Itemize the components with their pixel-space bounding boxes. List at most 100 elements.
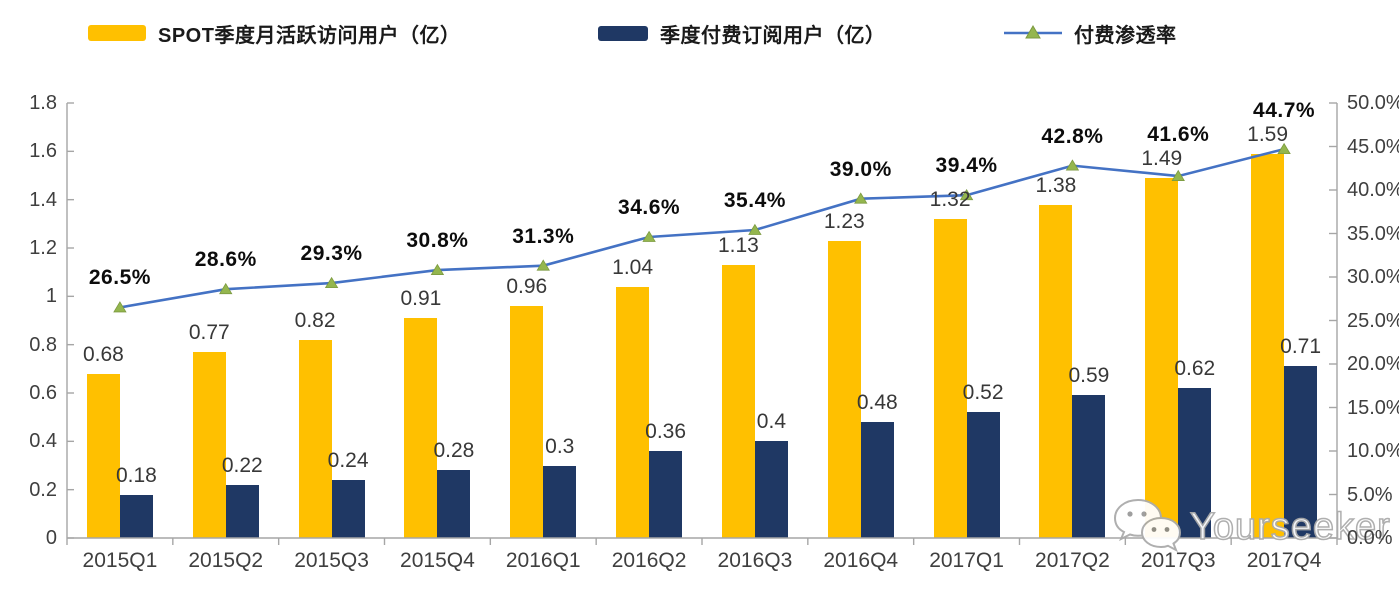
mau-bar bbox=[404, 318, 438, 538]
legend-item-penetration: 付费渗透率 bbox=[1004, 16, 1177, 50]
watermark-text: Yourseeker bbox=[1189, 505, 1391, 549]
penetration-marker bbox=[959, 188, 974, 201]
subs-value-label: 0.4 bbox=[756, 410, 787, 434]
right-axis-tick-label: 45.0% bbox=[1347, 135, 1399, 158]
subs-bar bbox=[225, 484, 259, 538]
wechat-bubbles-icon bbox=[1113, 498, 1182, 553]
subs-legend-label: 季度付费订阅用户（亿） bbox=[660, 24, 886, 47]
category-label: 2015Q1 bbox=[82, 549, 158, 572]
right-axis-tick-label: 20.0% bbox=[1347, 353, 1399, 375]
mau-bar bbox=[827, 240, 861, 538]
category-label: 2015Q4 bbox=[400, 549, 475, 572]
penetration-line bbox=[119, 147, 1285, 309]
mau-bar bbox=[192, 351, 226, 538]
right-axis-tick-label: 5.0% bbox=[1347, 483, 1393, 506]
penetration-value-label: 28.6% bbox=[194, 248, 257, 272]
mau-bar bbox=[1145, 177, 1179, 538]
category-label: 2017Q1 bbox=[929, 549, 1004, 572]
category-label: 2016Q3 bbox=[717, 549, 793, 572]
left-axis-tick-label: 1.2 bbox=[29, 237, 57, 259]
penetration-value-label: 31.3% bbox=[512, 224, 575, 248]
penetration-marker bbox=[219, 282, 233, 295]
mau-value-label: 0.82 bbox=[294, 308, 336, 332]
penetration-marker bbox=[748, 223, 762, 235]
mau-bar bbox=[298, 339, 332, 538]
subs-bar bbox=[966, 412, 1000, 538]
penetration-value-label: 29.3% bbox=[300, 242, 363, 266]
mau-value-label: 0.77 bbox=[188, 320, 230, 344]
subs-bar bbox=[1284, 366, 1318, 538]
penetration-value-label: 30.8% bbox=[406, 229, 469, 253]
mau-value-label: 0.91 bbox=[400, 287, 442, 311]
penetration-marker bbox=[536, 259, 550, 271]
mau-legend-swatch bbox=[88, 25, 146, 41]
mau-value-label: 1.13 bbox=[717, 233, 759, 257]
subs-value-label: 0.18 bbox=[115, 463, 157, 487]
penetration-value-label: 35.4% bbox=[723, 189, 786, 213]
mau-bar bbox=[86, 373, 120, 538]
legend-item-mau: SPOT季度月活跃访问用户（亿） bbox=[88, 16, 460, 50]
left-axis-tick-label: 0.8 bbox=[29, 333, 57, 356]
mau-value-label: 1.32 bbox=[929, 188, 971, 211]
right-axis-tick-label: 50.0% bbox=[1347, 92, 1399, 114]
mau-value-label: 0.68 bbox=[82, 342, 124, 366]
subs-bar bbox=[860, 422, 894, 538]
category-label: 2016Q2 bbox=[611, 549, 687, 572]
subs-value-label: 0.52 bbox=[962, 381, 1004, 405]
subs-value-label: 0.3 bbox=[545, 434, 575, 458]
category-label: 2016Q1 bbox=[505, 549, 581, 572]
penetration-marker bbox=[113, 301, 127, 313]
category-label: 2015Q3 bbox=[294, 549, 369, 572]
penetration-value-label: 34.6% bbox=[618, 195, 681, 219]
right-axis-tick-label: 0.0% bbox=[1347, 527, 1393, 549]
penetration-marker bbox=[430, 263, 445, 275]
legend-item-subs: 季度付费订阅用户（亿） bbox=[598, 16, 886, 50]
left-axis-tick-label: 0.4 bbox=[29, 430, 57, 453]
penetration-value-label: 26.5% bbox=[88, 266, 151, 290]
line-marker-icon bbox=[1004, 25, 1062, 39]
mau-value-label: 1.49 bbox=[1141, 146, 1183, 170]
mau-value-label: 1.38 bbox=[1035, 173, 1077, 197]
penetration-value-label: 42.8% bbox=[1041, 124, 1104, 148]
subs-bar bbox=[437, 470, 471, 538]
left-axis-tick-label: 1 bbox=[45, 285, 57, 308]
penetration-marker bbox=[1171, 169, 1185, 181]
subs-value-label: 0.48 bbox=[856, 391, 898, 414]
penetration-legend-label: 付费渗透率 bbox=[1074, 24, 1177, 47]
subs-bar bbox=[119, 494, 153, 538]
penetration-marker bbox=[1277, 142, 1291, 155]
penetration-value-label: 44.7% bbox=[1253, 98, 1316, 122]
mau-bar bbox=[616, 286, 650, 538]
mau-bar bbox=[1039, 204, 1073, 538]
subs-value-label: 0.24 bbox=[327, 449, 369, 472]
subs-bar bbox=[649, 451, 683, 538]
right-axis-tick-label: 35.0% bbox=[1347, 222, 1399, 245]
left-axis-tick-label: 1.8 bbox=[29, 92, 57, 114]
mau-bar bbox=[1251, 153, 1285, 538]
category-label: 2016Q4 bbox=[823, 549, 899, 572]
mau-bar bbox=[510, 306, 544, 538]
subs-bar bbox=[331, 480, 365, 538]
penetration-value-label: 41.6% bbox=[1147, 122, 1210, 146]
subs-value-label: 0.36 bbox=[645, 420, 687, 443]
category-label: 2017Q3 bbox=[1140, 549, 1216, 572]
penetration-marker bbox=[642, 230, 656, 242]
mau-value-label: 1.04 bbox=[612, 255, 654, 279]
category-label: 2017Q2 bbox=[1035, 549, 1110, 572]
left-axis-tick-label: 1.4 bbox=[29, 188, 57, 211]
mau-bar bbox=[721, 264, 755, 538]
left-axis-tick-label: 1.6 bbox=[29, 140, 57, 163]
right-axis-tick-label: 40.0% bbox=[1347, 179, 1399, 201]
penetration-marker bbox=[854, 192, 868, 204]
subs-bar bbox=[754, 441, 788, 538]
subs-value-label: 0.62 bbox=[1174, 357, 1216, 381]
right-axis-tick-label: 15.0% bbox=[1347, 396, 1399, 419]
subs-bar bbox=[543, 465, 577, 538]
category-label: 2017Q4 bbox=[1246, 549, 1322, 572]
penetration-marker bbox=[1065, 159, 1080, 171]
watermark: Yourseeker bbox=[1108, 496, 1391, 558]
